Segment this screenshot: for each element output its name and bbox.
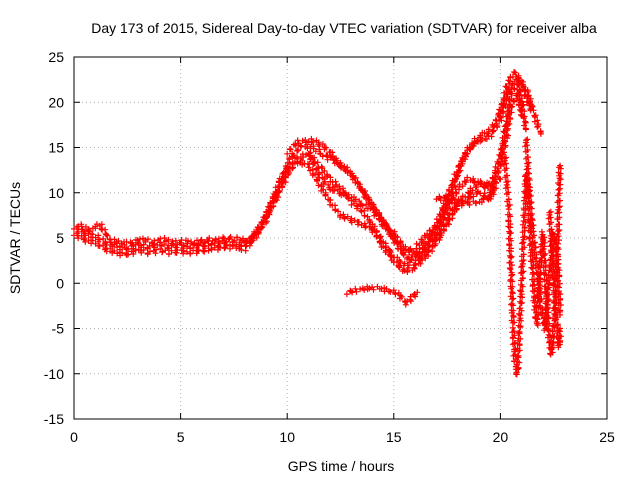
x-axis-label: GPS time / hours: [288, 458, 395, 474]
series-track-f: [433, 185, 500, 208]
x-tick-label: 5: [177, 429, 185, 445]
x-tick-label: 0: [70, 429, 78, 445]
y-tick-label: 5: [56, 230, 64, 246]
y-tick-label: -5: [52, 321, 65, 337]
y-tick-label: -15: [44, 411, 64, 427]
x-tick-label: 10: [279, 429, 295, 445]
series-track-j: [545, 208, 564, 351]
y-axis-label: SDTVAR / TECUs: [7, 182, 23, 294]
series-track-d: [284, 74, 536, 256]
data-markers: [71, 69, 564, 378]
x-tick-label: 15: [386, 429, 402, 445]
y-tick-label: 0: [56, 275, 64, 291]
chart-title: Day 173 of 2015, Sidereal Day-to-day VTE…: [91, 20, 597, 36]
series-track-e: [305, 149, 504, 260]
y-tick-label: -10: [44, 366, 64, 382]
marker-path-track-g: [343, 283, 421, 308]
y-tick-label: 25: [48, 49, 64, 65]
y-tick-label: 20: [48, 94, 64, 110]
marker-path-track-d: [284, 74, 536, 256]
series-track-g: [343, 283, 421, 308]
marker-path-track-j: [545, 208, 564, 351]
marker-path-track-e: [305, 149, 504, 260]
axis-ticks: 0 5 10 15 20 25 -15 -10 -5 0 5 10 15 20 25: [44, 49, 615, 445]
marker-path-track-f: [433, 185, 500, 208]
x-tick-label: 25: [599, 429, 615, 445]
x-tick-label: 20: [493, 429, 509, 445]
y-tick-label: 15: [48, 140, 64, 156]
y-tick-label: 10: [48, 185, 64, 201]
